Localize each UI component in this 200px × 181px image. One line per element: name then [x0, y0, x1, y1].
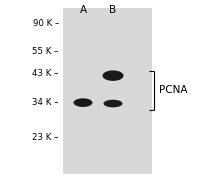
- Ellipse shape: [104, 100, 122, 107]
- Text: 43 K –: 43 K –: [32, 69, 59, 78]
- Ellipse shape: [74, 98, 92, 107]
- Text: 34 K –: 34 K –: [32, 98, 59, 107]
- Text: 23 K –: 23 K –: [32, 133, 59, 142]
- Ellipse shape: [102, 70, 124, 81]
- Text: A: A: [79, 5, 87, 15]
- Text: 55 K –: 55 K –: [32, 47, 59, 56]
- Text: B: B: [109, 5, 117, 15]
- Text: PCNA: PCNA: [159, 85, 188, 95]
- FancyBboxPatch shape: [63, 8, 152, 174]
- Text: 90 K –: 90 K –: [33, 19, 59, 28]
